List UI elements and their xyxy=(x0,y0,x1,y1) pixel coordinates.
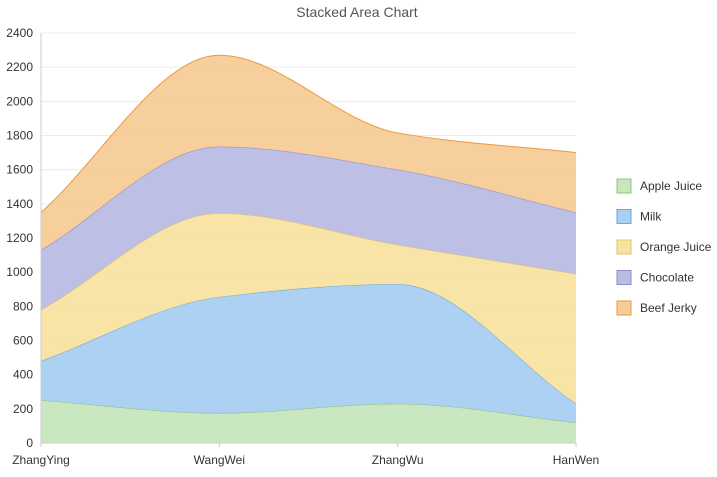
y-tick-label: 200 xyxy=(13,402,33,416)
area-chocolate xyxy=(41,146,576,310)
y-tick-label: 2000 xyxy=(6,94,33,108)
chart-title: Stacked Area Chart xyxy=(296,4,418,20)
legend-item-orange-juice[interactable]: Orange Juice xyxy=(616,239,712,255)
legend-swatch xyxy=(616,239,632,255)
legend-swatch xyxy=(616,209,632,224)
series-line-chocolate xyxy=(40,146,577,251)
legend-swatch xyxy=(616,270,632,285)
area-apple-juice xyxy=(41,400,576,443)
area-milk xyxy=(41,284,576,423)
legend-label: Orange Juice xyxy=(640,240,712,254)
legend-swatch xyxy=(616,300,632,316)
legend-item-milk[interactable]: Milk xyxy=(616,209,662,224)
y-tick-label: 2200 xyxy=(6,60,33,74)
legend-item-chocolate[interactable]: Chocolate xyxy=(616,270,694,285)
legend-item-apple-juice[interactable]: Apple Juice xyxy=(616,178,702,194)
y-tick-label: 1800 xyxy=(6,129,33,143)
y-tick-label: 1400 xyxy=(6,197,33,211)
y-tick-labels: 0 200 400 600 800 1000 1200 1400 1600 1800 2000 220… xyxy=(6,26,33,450)
area-beef-jerky xyxy=(41,55,576,250)
legend-item-beef-jerky[interactable]: Beef Jerky xyxy=(616,300,697,316)
x-tick-labels: ZhangYing WangWei ZhangWu HanWen xyxy=(12,443,599,467)
y-tick-label: 0 xyxy=(26,436,33,450)
legend-label: Chocolate xyxy=(640,271,694,285)
y-tick-label: 1000 xyxy=(6,265,33,279)
series-line-beef-jerky xyxy=(40,54,577,213)
y-tick-label: 400 xyxy=(13,368,33,382)
x-tick-label: HanWen xyxy=(553,453,599,467)
legend-label: Apple Juice xyxy=(640,179,702,193)
y-tick-label: 1600 xyxy=(6,163,33,177)
legend-label: Milk xyxy=(640,210,662,224)
x-tick-label: ZhangWu xyxy=(372,453,424,467)
y-tick-label: 800 xyxy=(13,299,33,313)
y-tick-label: 600 xyxy=(13,334,33,348)
y-tick-label: 1200 xyxy=(6,231,33,245)
axes xyxy=(40,33,576,444)
y-tick-label: 2400 xyxy=(6,26,33,40)
area-series-group xyxy=(40,54,577,443)
x-tick-label: WangWei xyxy=(194,453,245,467)
area-orange-juice xyxy=(41,213,576,404)
legend-swatch xyxy=(616,178,632,194)
x-tick-label: ZhangYing xyxy=(12,453,70,467)
legend-label: Beef Jerky xyxy=(640,301,697,315)
legend: Apple Juice Milk Orange Juice Chocolate Beef… xyxy=(616,178,712,316)
